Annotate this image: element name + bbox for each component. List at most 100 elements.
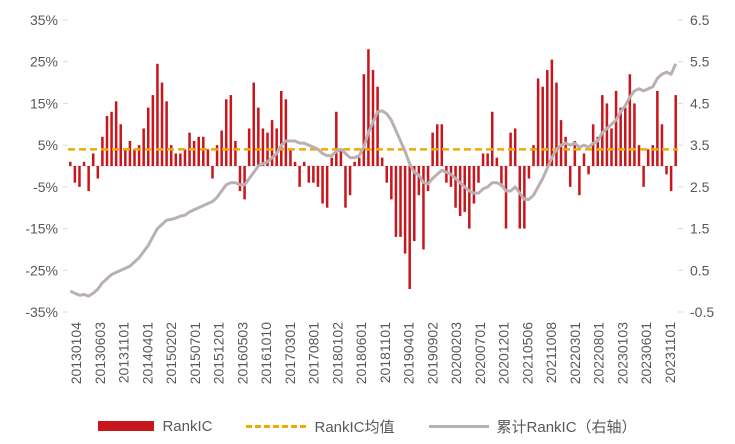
rank-ic-bar xyxy=(293,161,297,166)
rank-ic-bar xyxy=(87,166,90,192)
x-tick-label: 20200203 xyxy=(448,322,464,385)
x-tick-label: 20220801 xyxy=(591,322,607,385)
rank-ic-bar xyxy=(468,166,471,229)
rank-ic-bar xyxy=(380,157,384,166)
rank-ic-bar xyxy=(357,157,361,166)
y-left-tick-label: -35% xyxy=(25,304,58,320)
y-left-tick-label: 5% xyxy=(38,137,58,153)
x-tick-label: 20160503 xyxy=(234,322,250,385)
legend-item-mean: RankIC均值 xyxy=(246,416,395,437)
rank-ic-bar xyxy=(160,82,164,166)
legend-label-rank-ic: RankIC xyxy=(162,417,213,435)
rank-ic-bar xyxy=(284,99,288,166)
rank-ic-bar xyxy=(619,107,622,166)
cumulative-rank-ic-line xyxy=(69,63,678,298)
rank-ic-bar xyxy=(78,166,81,187)
rank-ic-bar xyxy=(174,153,178,166)
x-tick-label: 20140401 xyxy=(139,322,155,385)
rank-ic-bar xyxy=(110,111,113,166)
y-left-tick-label: 15% xyxy=(30,95,58,111)
rank-ic-bar xyxy=(133,149,136,166)
rank-ic-bar xyxy=(325,166,329,208)
rank-ic-bar xyxy=(348,166,352,196)
rank-ic-bar xyxy=(413,166,416,242)
rank-ic-bar xyxy=(124,149,127,166)
x-tick-label: 20181101 xyxy=(377,322,393,383)
rank-ic-bar xyxy=(550,59,554,166)
rank-ic-bar xyxy=(137,145,141,166)
x-tick-label: 20170301 xyxy=(282,322,298,385)
rank-ic-bar xyxy=(628,74,632,166)
rank-ic-bar xyxy=(623,107,627,166)
rank-ic-bar xyxy=(142,128,145,166)
rank-ic-bar xyxy=(261,128,265,166)
y-right-tick-label: -0.5 xyxy=(690,304,714,320)
x-tick-label: 20220301 xyxy=(567,322,583,385)
rank-ic-bar xyxy=(165,101,168,166)
rank-ic-bar xyxy=(202,136,205,166)
rank-ic-bar xyxy=(215,145,219,166)
y-right-tick-label: 0.5 xyxy=(690,262,710,278)
rank-ic-bar xyxy=(546,70,549,166)
rank-ic-bar xyxy=(536,78,540,166)
y-right-tick-label: 5.5 xyxy=(690,54,710,70)
x-tick-label: 20230103 xyxy=(615,322,631,385)
legend-label-cumulative: 累计RankIC（右轴） xyxy=(496,418,637,436)
x-tick-label: 20210506 xyxy=(519,322,535,385)
rank-ic-bar xyxy=(573,140,577,166)
rank-ic-bar xyxy=(335,111,338,166)
rank-ic-bar xyxy=(513,128,517,166)
rank-ic-bar xyxy=(500,166,503,187)
rank-ic-bar xyxy=(651,145,655,166)
rank-ic-bar xyxy=(582,153,586,166)
y-left-tick-label: -5% xyxy=(33,179,58,195)
x-tick-label: 20190401 xyxy=(401,322,417,385)
rank-ic-bar xyxy=(518,166,522,229)
rank-ic-bar xyxy=(211,166,214,179)
rank-ic-bar xyxy=(339,149,343,166)
rank-ic-bar xyxy=(596,136,599,166)
rank-ic-bar xyxy=(477,166,480,183)
y-right-tick-label: 6.5 xyxy=(690,12,710,28)
rank-ic-bar xyxy=(532,145,535,166)
rank-ic-bar xyxy=(289,149,292,166)
rank-ic-bar xyxy=(280,90,283,166)
rank-ic-bar xyxy=(119,124,123,166)
rank-ic-bar xyxy=(169,145,173,166)
rank-ic-bar xyxy=(495,157,499,166)
legend-item-cumulative: 累计RankIC（右轴） xyxy=(428,416,637,437)
x-tick-label: 20161010 xyxy=(258,322,274,385)
rank-ic-bar xyxy=(390,166,393,200)
x-tick-label: 20151201 xyxy=(211,322,227,385)
rank-ic-bar xyxy=(91,153,95,166)
rank-ic-bar xyxy=(105,115,109,166)
rank-ic-bar xyxy=(642,166,645,187)
rank-ic-bar xyxy=(316,166,320,187)
rank-ic-bar xyxy=(481,153,485,166)
y-left-tick-label: -15% xyxy=(25,221,58,237)
rank-ic-bar xyxy=(206,149,210,166)
rank-ic-bar xyxy=(454,166,457,208)
rank-ic-bar xyxy=(344,166,347,208)
rank-ic-bar xyxy=(440,124,444,166)
rank-ic-bar xyxy=(555,82,558,166)
rank-ic-bar xyxy=(578,166,581,196)
rank-ic-bar xyxy=(224,99,228,166)
rank-ic-bar xyxy=(504,166,508,229)
rank-ic-bar xyxy=(147,107,150,166)
x-tick-label: 20231101 xyxy=(662,322,678,383)
rank-ic-bar xyxy=(247,128,251,166)
rank-ic-bar xyxy=(156,63,159,166)
rank-ic-bar xyxy=(435,124,439,166)
rank-ic-bar xyxy=(408,166,411,290)
rank-ic-bar xyxy=(674,95,677,166)
rank-ic-bar xyxy=(307,166,311,183)
rank-ic-bar xyxy=(73,166,77,183)
rank-ic-bar xyxy=(376,86,379,166)
rank-ic-bar xyxy=(114,101,118,166)
x-tick-label: 20190902 xyxy=(424,322,440,385)
legend-swatch-mean xyxy=(246,424,307,428)
legend-label-mean: RankIC均值 xyxy=(314,418,395,436)
x-tick-label: 20131101 xyxy=(116,322,132,383)
rank-ic-bar xyxy=(229,95,233,166)
